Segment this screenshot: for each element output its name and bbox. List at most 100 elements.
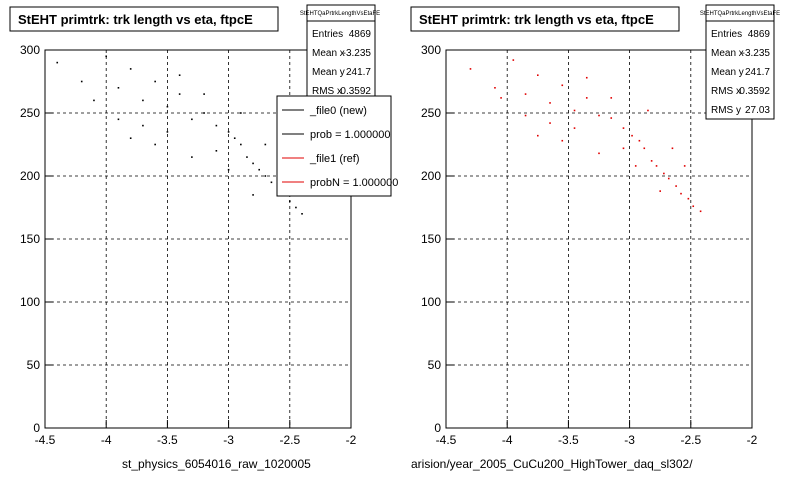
right-point-0-9 — [598, 114, 600, 117]
left-point-0-37 — [129, 137, 132, 139]
right-point-0-5 — [549, 102, 551, 104]
left-title-box — [9, 6, 279, 32]
left-point-0-8 — [178, 93, 181, 95]
right-y-tick-label-6: 300 — [421, 43, 441, 57]
left-point-0-5 — [142, 99, 144, 102]
left-point-0-30 — [166, 131, 169, 133]
right-x-tick-label-0: -4.5 — [436, 433, 457, 447]
left-x-tick-label-1: -4 — [101, 433, 112, 447]
right-point-0-29 — [573, 127, 576, 129]
right-point-0-27 — [659, 190, 661, 192]
right-point-0-31 — [647, 109, 649, 112]
left-x-tick-label-0: -4.5 — [35, 433, 56, 447]
left-x-tick-label-4: -2.5 — [279, 433, 300, 447]
right-point-0-3 — [524, 93, 527, 95]
right-y-tick-label-1: 50 — [428, 358, 442, 372]
right-x-tick-label-5: -2 — [747, 433, 758, 447]
left-y-tick-label-5: 250 — [20, 106, 40, 120]
left-point-0-16 — [252, 162, 254, 165]
right-y-tick-label-4: 200 — [421, 169, 441, 183]
right-point-0-15 — [650, 160, 653, 162]
right-point-0-36 — [537, 134, 539, 137]
right-panel: -4.5 -4 -3.5 -3 -2.5 -2 0 50 100 150 200 250 300 StE… — [410, 4, 780, 471]
right-grid — [446, 50, 752, 428]
right-file-label: arision/year_2005_CuCu200_HighTower_daq_… — [411, 457, 693, 471]
left-axes: -4.5 -4 -3.5 -3 -2.5 -2 0 50 100 150 200 250 300 — [20, 43, 357, 447]
right-axes: -4.5 -4 -3.5 -3 -2.5 -2 0 50 100 150 200 250 300 — [421, 43, 758, 447]
right-stats-label-2: Mean y — [711, 67, 744, 78]
right-y-tick-label-5: 250 — [421, 106, 441, 120]
left-point-0-22 — [289, 200, 291, 202]
right-point-0-7 — [573, 109, 576, 112]
left-point-0-3 — [117, 87, 120, 89]
right-point-0-30 — [610, 97, 613, 99]
legend-box: _file0 (new) prob = 1.000000 _file1 (ref… — [276, 95, 398, 197]
right-point-0-26 — [634, 165, 637, 167]
left-y-tick-label-0: 0 — [33, 421, 40, 435]
left-x-tick-label-2: -3.5 — [157, 433, 178, 447]
left-point-0-19 — [270, 181, 273, 184]
right-point-0-21 — [687, 197, 690, 200]
right-point-0-22 — [692, 205, 695, 208]
left-point-0-28 — [252, 194, 254, 196]
right-x-tick-label-2: -3.5 — [558, 433, 579, 447]
right-x-tick-label-4: -2.5 — [680, 433, 701, 447]
left-stats-label-3: RMS x — [312, 86, 342, 97]
left-stats-label-1: Mean x — [312, 48, 345, 59]
right-point-0-38 — [683, 165, 686, 167]
left-point-0-7 — [166, 105, 169, 108]
right-y-tick-label-3: 150 — [421, 232, 441, 246]
right-point-0-1 — [494, 87, 496, 89]
right-point-0-32 — [549, 122, 551, 124]
right-point-0-2 — [512, 59, 515, 61]
left-y-tick-label-3: 150 — [20, 232, 40, 246]
left-point-0-4 — [129, 68, 132, 70]
right-point-0-14 — [643, 147, 646, 150]
right-point-0-33 — [622, 147, 625, 150]
left-stats-value-3: 0.3592 — [340, 86, 371, 97]
right-stats-label-0: Entries — [711, 29, 742, 40]
right-stats-value-1: -3.235 — [742, 48, 771, 59]
left-point-0-33 — [142, 124, 144, 127]
left-y-tick-label-1: 50 — [27, 358, 41, 372]
right-stats-label-1: Mean x — [711, 48, 744, 59]
right-point-0-13 — [638, 139, 641, 142]
right-point-0-6 — [561, 84, 564, 87]
legend-label-1: prob = 1.000000 — [310, 129, 390, 141]
left-panel: -4.5 -4 -3.5 -3 -2.5 -2 0 50 100 150 200 250 300 StE… — [9, 4, 398, 471]
right-stats-value-2: 241.7 — [745, 67, 770, 78]
left-point-0-14 — [240, 143, 242, 146]
left-point-0-23 — [295, 206, 297, 209]
left-point-0-6 — [154, 80, 156, 83]
left-stats-label-2: Mean y — [312, 67, 345, 78]
left-point-0-29 — [117, 118, 120, 121]
left-point-0-36 — [178, 74, 181, 76]
right-point-0-25 — [598, 152, 600, 155]
left-point-0-24 — [301, 213, 303, 215]
right-x-tick-label-1: -4 — [502, 433, 513, 447]
left-stats-name: StEHTQaPrtrkLengthVsEtaFE — [300, 11, 380, 17]
right-point-0-24 — [561, 139, 564, 142]
right-point-0-0 — [469, 68, 472, 70]
left-stats-label-0: Entries — [312, 29, 343, 40]
left-point-0-0 — [56, 61, 59, 64]
left-x-tick-label-3: -3 — [223, 433, 234, 447]
right-point-0-20 — [680, 192, 682, 195]
left-point-0-26 — [191, 156, 193, 158]
right-stats-value-0: 4869 — [748, 29, 771, 40]
right-title: StEHT primtrk: trk length vs eta, ftpcE — [419, 12, 654, 27]
right-point-0-23 — [699, 210, 702, 213]
right-stats-name: StEHTQaPrtrkLengthVsEtaFE — [700, 11, 780, 17]
right-y-tick-label-0: 0 — [434, 421, 441, 435]
right-stats-value-3: 0.3592 — [739, 86, 770, 97]
right-point-0-17 — [663, 172, 665, 175]
right-points — [469, 59, 702, 213]
right-point-0-4 — [537, 74, 539, 76]
left-point-0-35 — [264, 143, 267, 146]
left-point-0-18 — [264, 175, 267, 177]
left-point-0-32 — [240, 112, 242, 114]
left-point-0-10 — [203, 112, 205, 114]
right-stats-value-4: 27.03 — [745, 105, 770, 116]
